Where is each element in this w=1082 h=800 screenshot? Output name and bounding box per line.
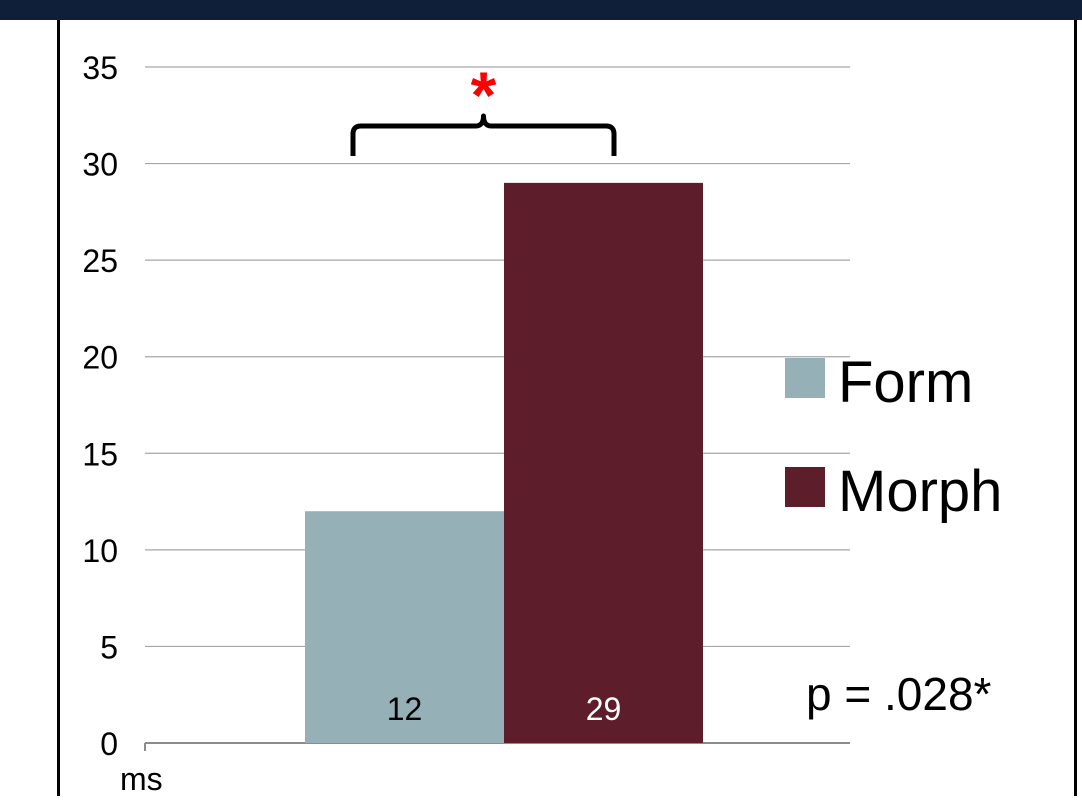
y-axis-unit-label: ms [120,761,163,797]
legend-label-morph: Morph [838,459,1002,524]
legend-swatch-morph [785,467,825,507]
y-tick-label: 10 [82,533,118,569]
bar-label-form: 12 [387,691,423,727]
significance-brace [350,113,617,156]
y-tick-label: 5 [100,629,118,665]
legend-label-form: Form [838,350,973,415]
y-tick-label: 30 [82,147,118,183]
slide-frame [57,20,1077,796]
p-value-label: p = .028* [806,668,992,720]
y-tick-label: 15 [82,436,118,472]
y-tick-label: 20 [82,340,118,376]
bar-label-morph: 29 [586,691,622,727]
y-tick-label: 35 [82,50,118,86]
top-band [0,0,1082,20]
y-tick-label: 0 [100,726,118,762]
legend-swatch-form [785,358,825,398]
legend: Form Morph [785,350,1002,524]
bar-form [305,511,504,743]
bar-data-labels: 12 29 [387,691,622,727]
y-tick-label: 25 [82,243,118,279]
brace-shape [350,113,617,156]
bar-morph [504,182,703,743]
significance-star: * [471,58,497,132]
y-axis-ticks: 0 5 10 15 20 25 30 35 [82,50,118,762]
gridlines [144,66,850,751]
bars [305,182,703,743]
